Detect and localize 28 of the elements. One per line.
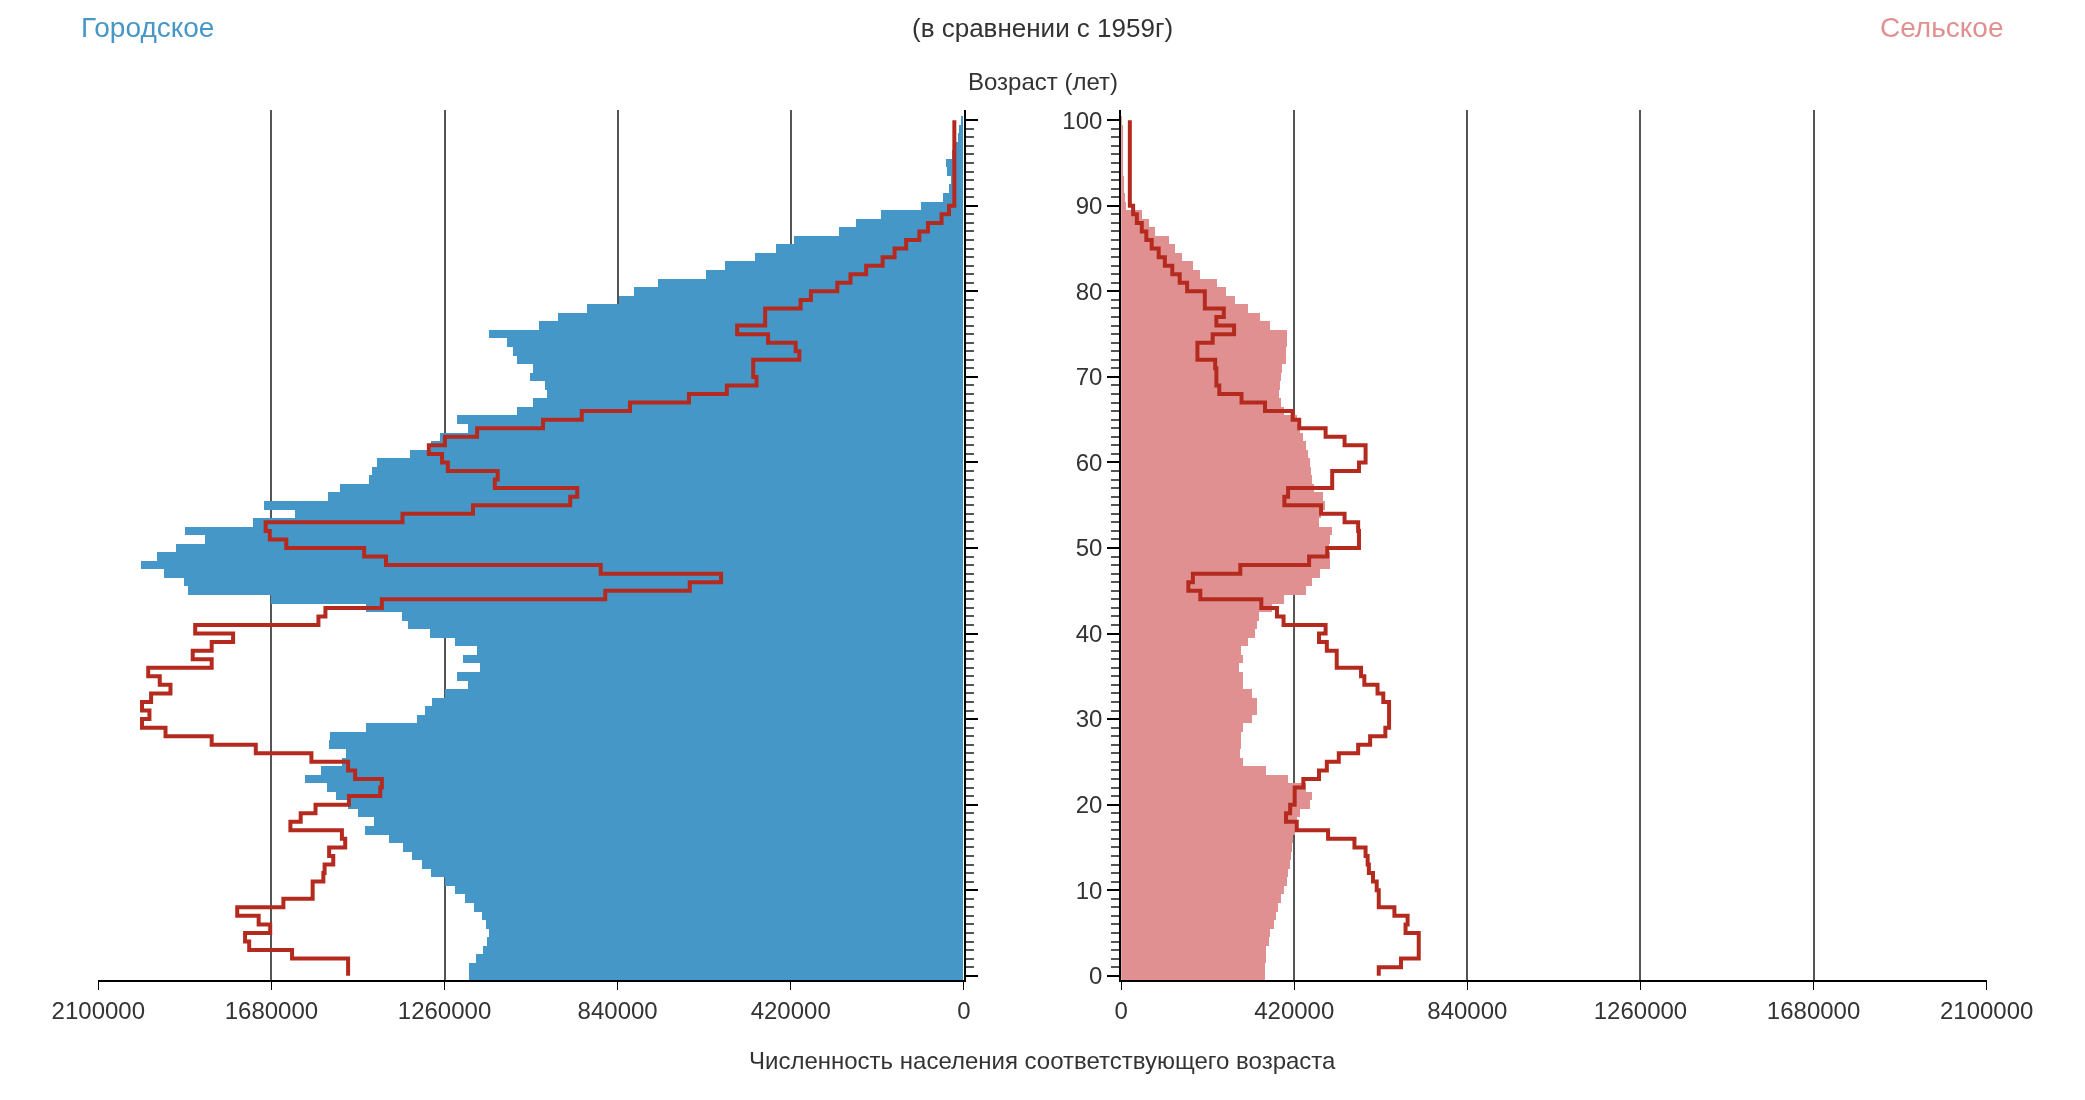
x-tick-label: 420000	[1254, 996, 1335, 1024]
x-tick-label: 420000	[750, 996, 831, 1024]
chart-title: Городское	[81, 12, 215, 43]
x-tick-label: 1260000	[397, 996, 492, 1024]
x-tick-label: 0	[957, 996, 971, 1024]
chart-title: Сельское	[1880, 12, 2004, 43]
y-tick-label: 50	[1075, 534, 1103, 562]
y-tick-label: 10	[1075, 876, 1103, 904]
y-tick-label: 80	[1075, 277, 1103, 305]
y-tick-label: 100	[1062, 106, 1103, 134]
y-tick-label: 20	[1075, 791, 1103, 819]
y-tick-label: 30	[1075, 705, 1103, 733]
y-tick-label: 60	[1075, 448, 1103, 476]
y-tick-label: 90	[1075, 192, 1103, 220]
x-tick-label: 1680000	[1766, 996, 1861, 1024]
x-axis-title: Численность населения соответствующего возраста	[749, 1047, 1337, 1074]
x-tick-label: 0	[1114, 996, 1128, 1024]
x-tick-label: 2100000	[51, 996, 146, 1024]
x-tick-label: 1680000	[224, 996, 319, 1024]
x-tick-label: 2100000	[1939, 996, 2034, 1024]
text: (в сравнении с 1959г)	[912, 13, 1174, 43]
y-tick-label: 70	[1075, 363, 1103, 391]
y-tick-label: 0	[1089, 962, 1103, 990]
x-tick-label: 840000	[1427, 996, 1508, 1024]
x-tick-label: 1260000	[1593, 996, 1688, 1024]
x-tick-label: 840000	[577, 996, 658, 1024]
y-axis-title: Возраст (лет)	[968, 68, 1118, 95]
y-tick-label: 40	[1075, 619, 1103, 647]
